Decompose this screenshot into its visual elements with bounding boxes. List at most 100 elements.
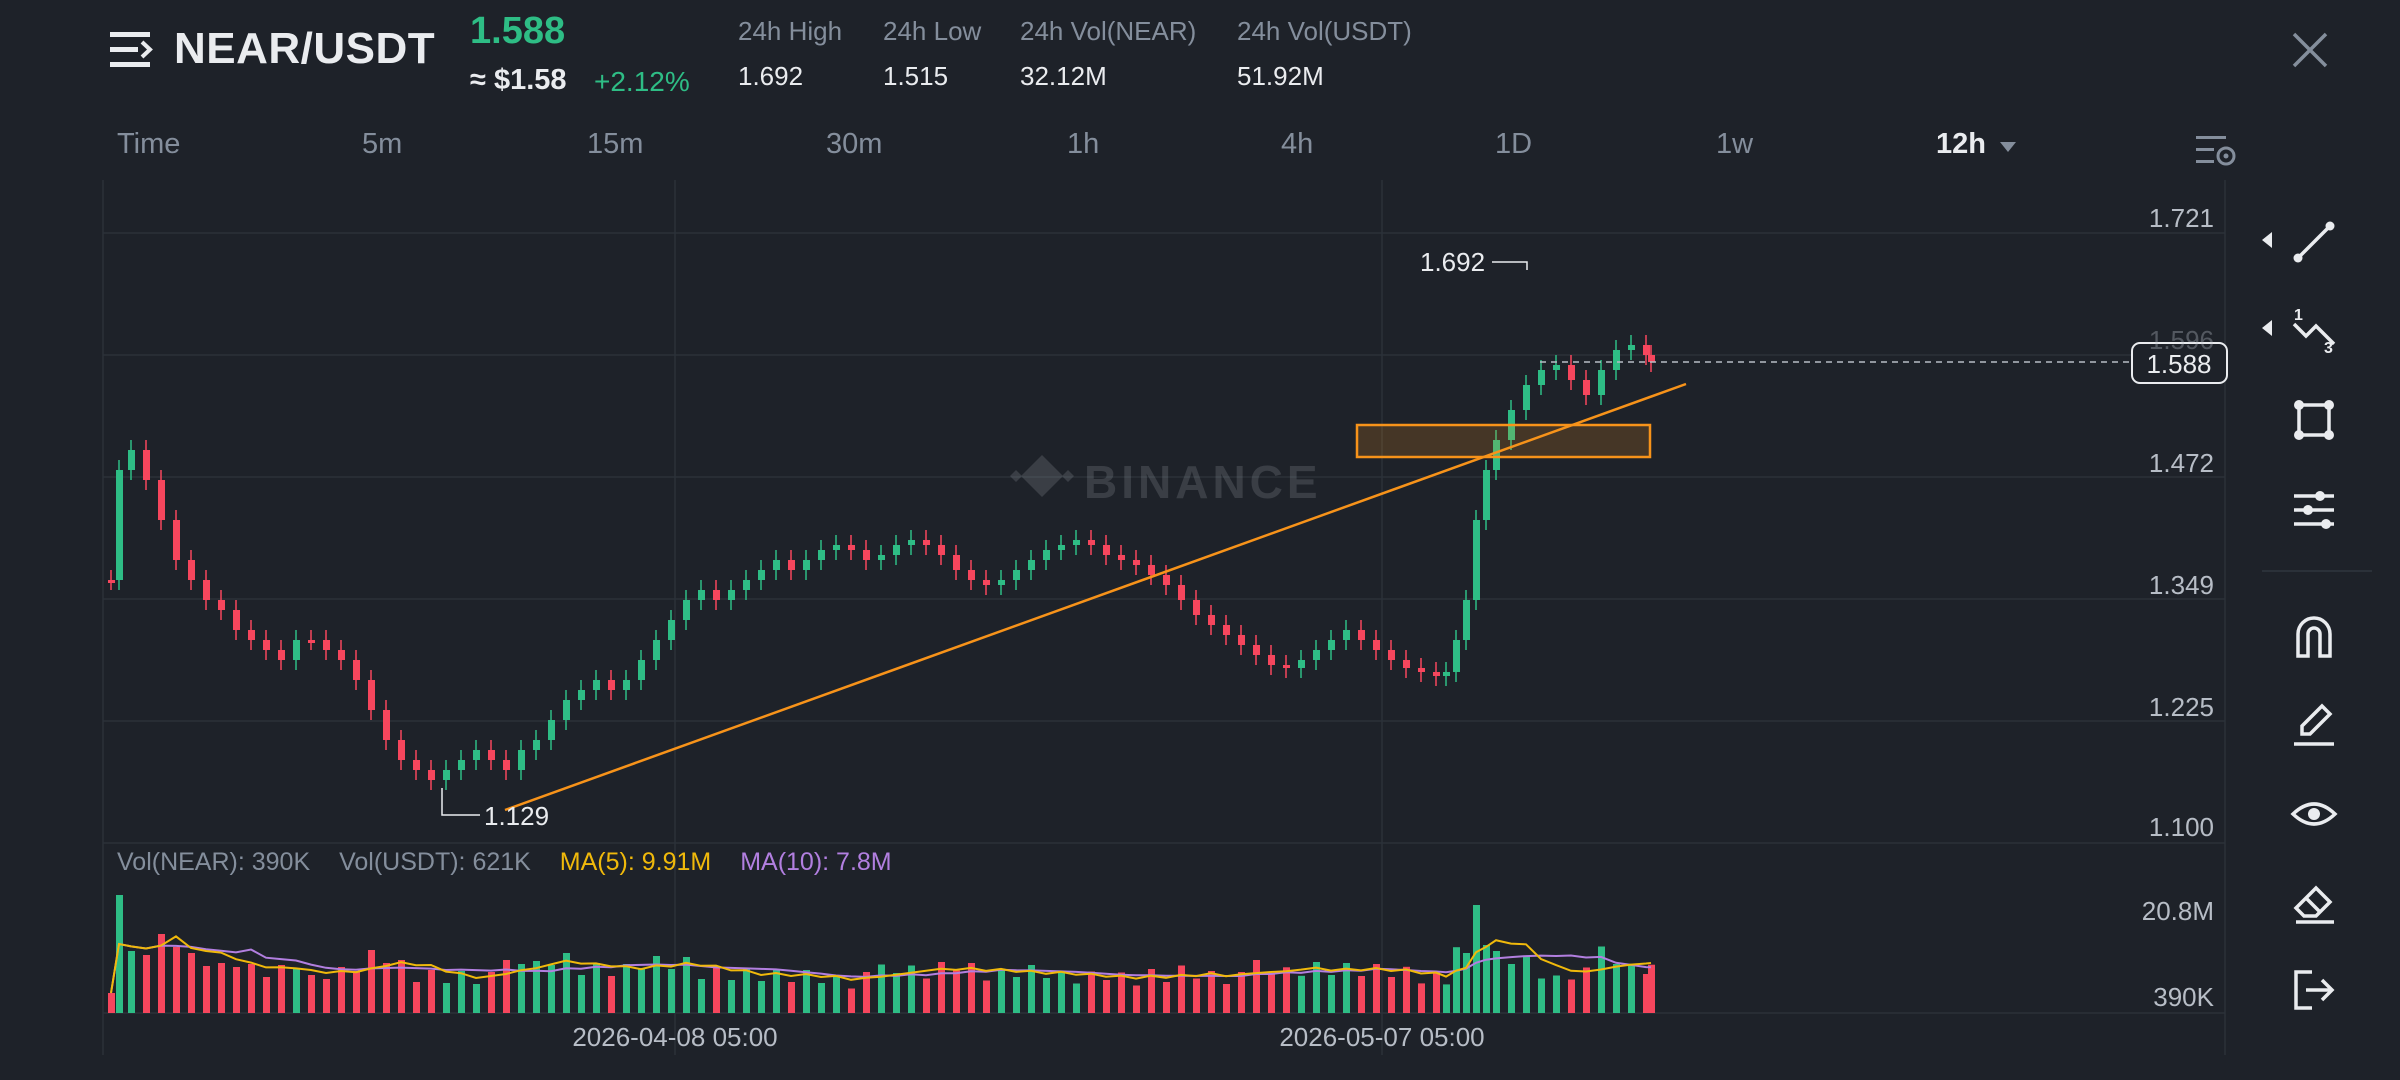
volume-bar xyxy=(1223,984,1230,1013)
volume-bar xyxy=(413,982,420,1013)
candle-body xyxy=(1238,635,1245,645)
rectangle-drawing[interactable] xyxy=(1355,423,1652,459)
candle-body xyxy=(443,770,450,780)
candle-body xyxy=(1388,650,1395,660)
volume-bar xyxy=(263,977,270,1013)
candle-body xyxy=(1283,665,1290,668)
volume-bar xyxy=(1028,965,1035,1013)
candle-body xyxy=(863,550,870,560)
volume-bar xyxy=(1298,975,1305,1013)
volume-bar xyxy=(953,970,960,1013)
volume-bar xyxy=(173,947,180,1013)
volume-bar xyxy=(563,953,570,1013)
volume-bar xyxy=(488,972,495,1013)
volume-bar xyxy=(638,968,645,1013)
candle-body xyxy=(1028,560,1035,570)
price-chart[interactable]: BINANCE 1.588 1.692 1.129 1.721 1.596 1.… xyxy=(0,175,2240,1080)
magnet-icon[interactable] xyxy=(2290,612,2338,660)
candle-body xyxy=(878,555,885,560)
candle-body xyxy=(503,760,510,770)
stat-label: 24h Low xyxy=(883,16,982,46)
high-marker-line xyxy=(1492,261,1528,270)
caret-left-icon[interactable] xyxy=(2262,320,2272,336)
volume-bar xyxy=(158,934,165,1013)
candle-body xyxy=(233,610,240,630)
volume-bar xyxy=(1648,964,1655,1013)
caret-left-icon[interactable] xyxy=(2262,232,2272,248)
volume-bar xyxy=(803,970,810,1013)
candle-body xyxy=(818,550,825,560)
volume-bar xyxy=(1178,965,1185,1013)
volume-bar xyxy=(593,963,600,1013)
trendline-icon[interactable] xyxy=(2290,218,2338,266)
candle-body xyxy=(1553,365,1560,370)
tab-15m[interactable]: 15m xyxy=(587,128,644,160)
chevron-down-icon[interactable] xyxy=(2000,142,2016,152)
tab-5m[interactable]: 5m xyxy=(362,128,403,160)
volume-bar xyxy=(458,971,465,1013)
fib-icon[interactable]: 1 3 xyxy=(2290,306,2338,354)
volume-bar xyxy=(578,975,585,1013)
volume-bar xyxy=(698,979,705,1013)
stat-label: 24h High xyxy=(738,16,843,46)
candle-body xyxy=(1643,345,1650,355)
candle-body xyxy=(833,545,840,550)
volume-bar xyxy=(1388,977,1395,1013)
candle-body xyxy=(1483,470,1490,520)
candle-body xyxy=(893,545,900,555)
eraser-icon[interactable] xyxy=(2290,878,2338,926)
candle-body xyxy=(518,750,525,770)
candle-body xyxy=(116,470,123,580)
candle-body xyxy=(788,560,795,570)
tab-1h[interactable]: 1h xyxy=(1067,128,1100,160)
candle-body xyxy=(1598,370,1605,395)
candle-body xyxy=(713,590,720,600)
volume-bar xyxy=(1443,984,1450,1013)
close-icon[interactable] xyxy=(2290,30,2330,70)
volume-bar xyxy=(1013,977,1020,1013)
menu-icon[interactable] xyxy=(110,30,154,70)
tab-1d[interactable]: 1D xyxy=(1495,128,1533,160)
candle-body xyxy=(1568,365,1575,380)
tab-12h[interactable]: 12h xyxy=(1936,128,1986,160)
volume-bar xyxy=(968,963,975,1013)
pair-title[interactable]: NEAR/USDT xyxy=(174,24,436,73)
chart-settings-icon[interactable] xyxy=(2196,130,2236,170)
volume-bar xyxy=(1328,975,1335,1013)
volume-bar xyxy=(1643,974,1650,1013)
pencil-icon[interactable] xyxy=(2290,700,2338,748)
candle-body xyxy=(608,680,615,690)
tab-30m[interactable]: 30m xyxy=(826,128,883,160)
svg-text:3: 3 xyxy=(2324,340,2333,354)
indicator-lines-icon[interactable] xyxy=(2290,486,2338,534)
candle-body xyxy=(1118,555,1125,560)
date-label: 2026-04-08 05:00 xyxy=(572,1022,777,1052)
eye-icon[interactable] xyxy=(2290,790,2338,838)
candle-body xyxy=(668,620,675,640)
volume-bar xyxy=(1493,951,1500,1013)
tab-1w[interactable]: 1w xyxy=(1716,128,1754,160)
trendline-drawing[interactable] xyxy=(504,382,1687,812)
tab-time[interactable]: Time xyxy=(117,128,181,160)
exit-icon[interactable] xyxy=(2290,966,2338,1014)
volume-bar xyxy=(1043,978,1050,1013)
volume-bar xyxy=(188,953,195,1013)
stat-24h-low: 24h Low 1.515 xyxy=(883,16,981,92)
vol-near-label: Vol(NEAR): 390K xyxy=(117,848,311,876)
candle-body xyxy=(158,480,165,520)
tab-4h[interactable]: 4h xyxy=(1281,128,1314,160)
rectangle-icon[interactable] xyxy=(2290,396,2338,444)
stat-24h-high: 24h High 1.692 xyxy=(738,16,842,92)
volume-bar xyxy=(1253,960,1260,1013)
current-price-text: 1.588 xyxy=(2146,349,2211,379)
candle-body xyxy=(398,740,405,760)
volume-bar xyxy=(608,976,615,1013)
volume-bar xyxy=(743,968,750,1013)
header: NEAR/USDT 1.588 ≈ $1.58 +2.12% 24h High … xyxy=(0,0,2400,120)
candle-body xyxy=(593,680,600,690)
price-axis-label: 1.100 xyxy=(2149,812,2214,842)
candle-body xyxy=(1133,560,1140,565)
last-price: 1.588 xyxy=(470,10,566,52)
volume-bar xyxy=(908,965,915,1013)
volume-bar xyxy=(923,978,930,1013)
